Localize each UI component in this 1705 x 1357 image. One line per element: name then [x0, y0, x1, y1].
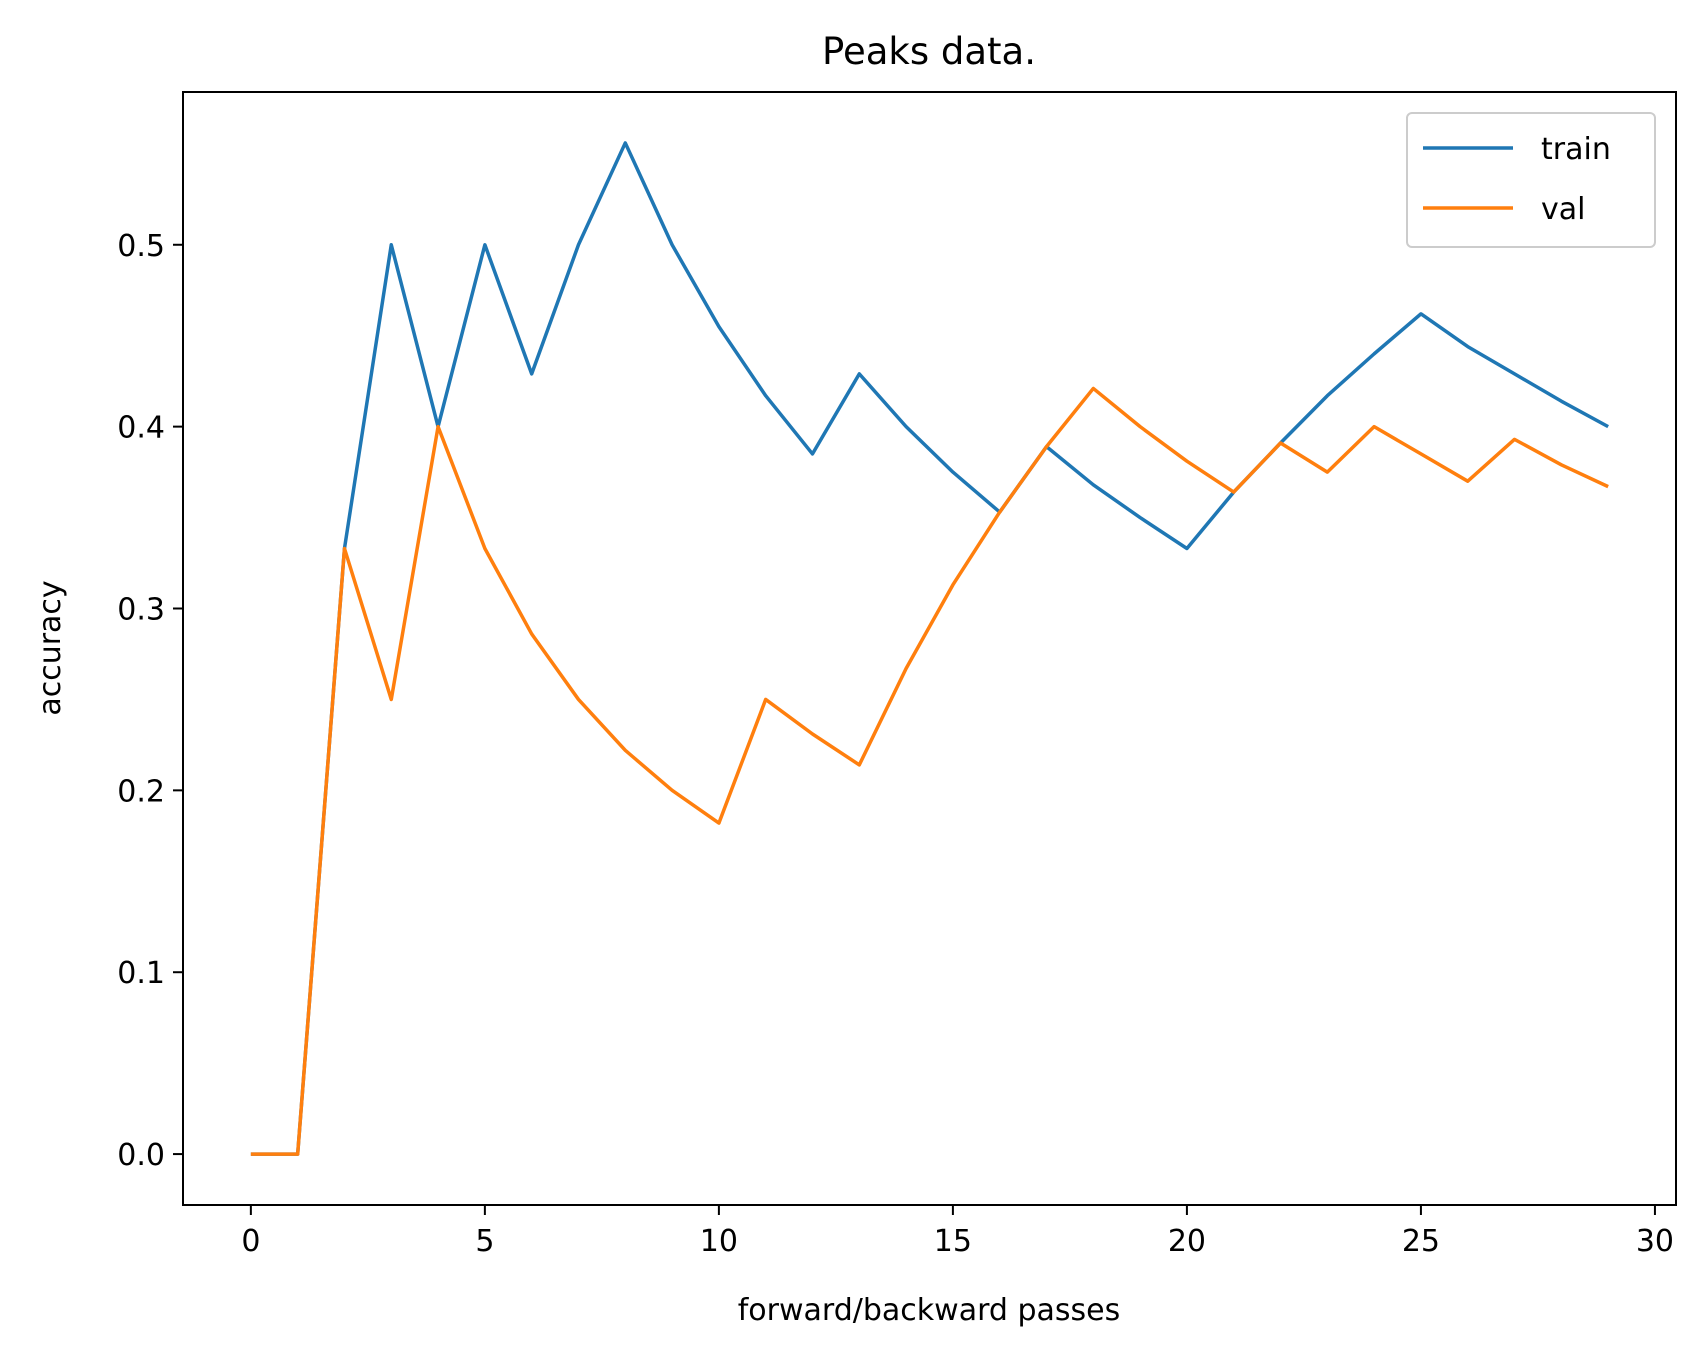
y-tick-label: 0.1 — [117, 956, 165, 991]
x-tick-label: 10 — [700, 1224, 738, 1259]
series-lines — [250, 141, 1609, 1156]
legend: train val — [1406, 112, 1656, 248]
legend-label-val: val — [1541, 192, 1585, 227]
y-tick-label: 0.3 — [117, 592, 165, 627]
x-tick-label: 0 — [241, 1224, 260, 1259]
series-line-val — [250, 386, 1609, 1156]
y-axis-label: accuracy — [33, 580, 68, 715]
y-axis-ticks: 0.0 0.1 0.2 0.3 0.4 0.5 — [117, 229, 183, 1173]
x-axis-label: forward/backward passes — [738, 1293, 1121, 1328]
x-axis-ticks: 0 5 10 15 20 25 30 — [241, 1205, 1674, 1259]
plot-frame — [182, 91, 1677, 1206]
x-tick-label: 15 — [934, 1224, 972, 1259]
x-tick-label: 5 — [475, 1224, 494, 1259]
x-tick-label: 20 — [1168, 1224, 1206, 1259]
y-tick-label: 0.5 — [117, 229, 165, 264]
x-tick-label: 30 — [1636, 1224, 1674, 1259]
series-line-train — [250, 141, 1609, 1156]
x-tick-label: 25 — [1402, 1224, 1440, 1259]
y-tick-label: 0.0 — [117, 1138, 165, 1173]
legend-box — [1406, 112, 1656, 248]
y-tick-label: 0.2 — [117, 774, 165, 809]
chart-title: Peaks data. — [822, 30, 1036, 73]
y-tick-label: 0.4 — [117, 411, 165, 446]
legend-label-train: train — [1541, 132, 1611, 167]
